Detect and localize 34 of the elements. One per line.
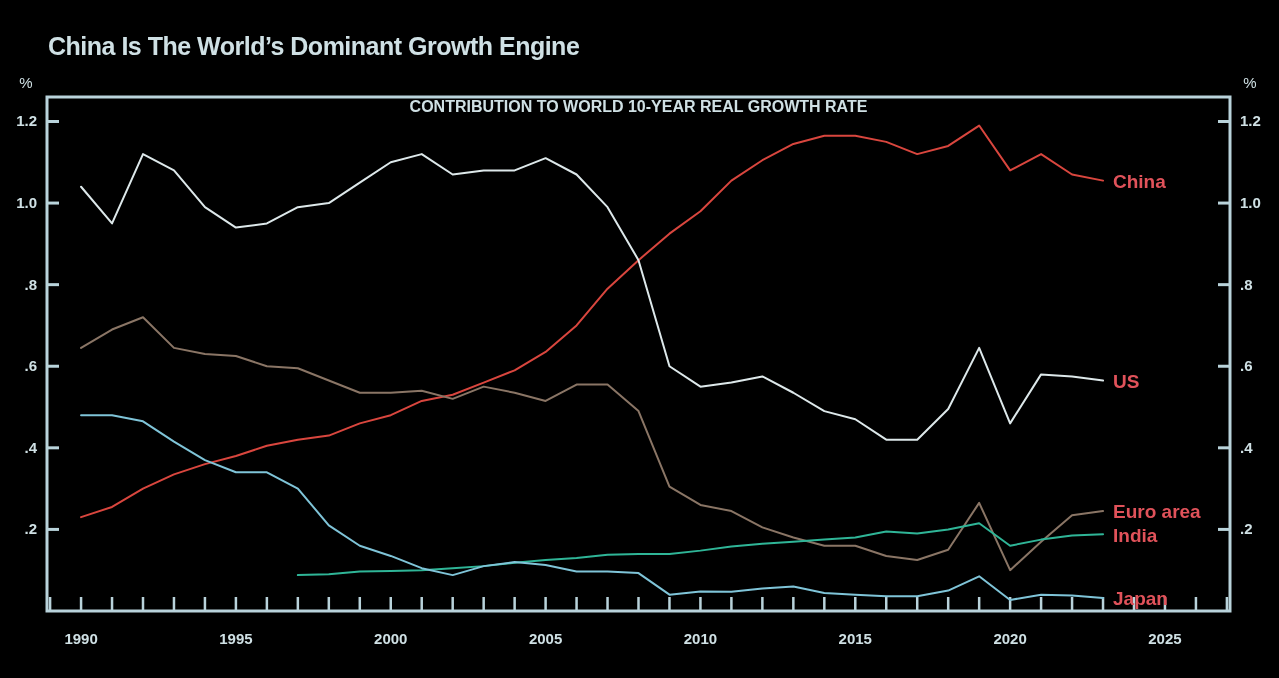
y-tick-label: 1.0 <box>16 194 37 212</box>
series-label: India <box>1113 525 1158 547</box>
x-tick-label: 2010 <box>683 630 718 647</box>
y2-tick-label: .8 <box>1240 275 1253 293</box>
y-tick-label: .6 <box>24 357 37 375</box>
y-tick-label: .2 <box>24 520 37 538</box>
y2-axis-title: % <box>1243 74 1257 91</box>
chart-subtitle: CONTRIBUTION TO WORLD 10-YEAR REAL GROWTH RATE <box>409 98 868 115</box>
y-tick-label: 1.2 <box>16 112 37 130</box>
y-tick-label: .4 <box>24 438 38 456</box>
y2-tick-label: 1.2 <box>1240 112 1261 130</box>
x-tick-label: 1995 <box>219 630 253 647</box>
line-series <box>80 153 1105 441</box>
series-label: China <box>1113 170 1167 192</box>
chart-title: China Is The World’s Dominant Growth Engine <box>48 32 580 60</box>
y2-tick-label: 1.0 <box>1240 194 1261 212</box>
x-tick-label: 2000 <box>374 630 408 647</box>
y2-tick-label: .2 <box>1240 520 1253 538</box>
y2-tick-label: .4 <box>1240 438 1254 456</box>
x-tick-label: 2020 <box>993 630 1027 647</box>
y-tick-label: .8 <box>24 275 37 293</box>
x-tick-label: 2005 <box>528 630 563 647</box>
x-tick-label: 2025 <box>1148 630 1182 647</box>
x-tick-label: 1990 <box>64 630 98 647</box>
y-axis-title: % <box>19 74 33 91</box>
series-label: US <box>1113 370 1140 392</box>
line-series <box>80 124 1105 519</box>
line-series <box>80 316 1105 572</box>
line-series <box>80 414 1105 601</box>
y2-tick-label: .6 <box>1240 357 1253 375</box>
x-tick-label: 2015 <box>838 630 872 647</box>
line-series <box>296 522 1105 577</box>
series-label: Japan <box>1113 587 1168 609</box>
series-label: Euro area <box>1113 501 1202 523</box>
